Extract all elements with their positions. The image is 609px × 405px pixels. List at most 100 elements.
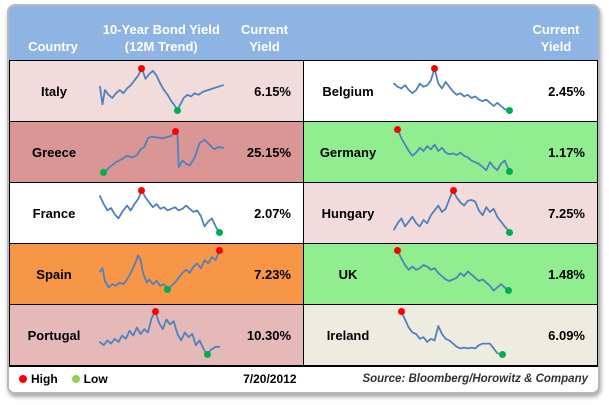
footer-left: High Low 7/20/2012 xyxy=(19,372,311,386)
low-point-marker xyxy=(498,351,506,359)
low-point-marker xyxy=(164,285,172,293)
low-point-marker xyxy=(506,107,514,115)
current-yield-value: 2.07% xyxy=(254,205,291,221)
high-point-marker xyxy=(151,308,159,316)
current-yield-value: 1.48% xyxy=(548,266,585,282)
high-point-marker xyxy=(171,128,179,136)
current-yield-value: 2.45% xyxy=(548,83,585,99)
sparkline-svg xyxy=(394,310,517,358)
sparkline-path xyxy=(100,312,219,355)
current-yield-value: 7.23% xyxy=(254,266,291,282)
source-note: Source: Bloomberg/Horowitz & Company xyxy=(362,373,588,385)
sparkline-path xyxy=(100,251,219,289)
header-trend: 10-Year Bond Yield (12M Trend) xyxy=(102,22,220,55)
trend-sparkline xyxy=(100,186,223,237)
current-yield-value: 6.15% xyxy=(254,83,291,99)
country-name: Germany xyxy=(319,144,377,160)
header-current-yield-right: Current Yield xyxy=(532,22,580,55)
trend-sparkline xyxy=(394,308,517,359)
country-name: Portugal xyxy=(27,327,81,343)
legend-low: Low xyxy=(71,372,108,386)
sparkline-svg xyxy=(100,188,223,236)
legend-high: High xyxy=(19,372,58,386)
sparkline-svg xyxy=(394,127,517,175)
trend-sparkline xyxy=(100,64,223,114)
trend-sparkline xyxy=(100,308,223,359)
high-point-marker xyxy=(397,308,405,316)
country-name: Spain xyxy=(36,266,72,282)
sparkline-path xyxy=(394,190,510,232)
country-row: Greece 25.15% xyxy=(10,121,303,182)
country-name: Belgium xyxy=(322,83,374,99)
low-point-marker xyxy=(100,169,108,177)
country-row: Spain 7.23% xyxy=(10,243,303,304)
high-point-marker xyxy=(138,186,146,194)
high-dot-icon xyxy=(19,375,27,383)
sparkline-path xyxy=(398,251,509,291)
high-point-marker xyxy=(449,186,457,194)
country-row: Portugal 10.30% xyxy=(10,304,303,365)
current-yield-value: 1.17% xyxy=(548,144,585,160)
sparkline-svg xyxy=(394,249,517,297)
country-name: Ireland xyxy=(326,327,370,343)
trend-sparkline xyxy=(394,247,517,297)
low-dot-icon xyxy=(71,375,80,383)
country-row: Germany 1.17% xyxy=(304,121,597,182)
table-body: Italy 6.15% Greece 25.15% France xyxy=(9,60,598,367)
current-yield-value: 7.25% xyxy=(548,205,585,221)
sparkline-svg xyxy=(100,127,223,175)
low-point-marker xyxy=(215,229,223,237)
country-row: Italy 6.15% xyxy=(10,61,303,121)
sparkline-svg xyxy=(100,249,223,297)
sparkline-path xyxy=(394,68,510,110)
sparkline-path xyxy=(401,312,502,355)
sparkline-path xyxy=(100,68,223,110)
sparkline-path xyxy=(398,129,510,171)
header-left-panel: Country 10-Year Bond Yield (12M Trend) C… xyxy=(9,6,304,60)
sparkline-path xyxy=(104,132,223,173)
country-name: Hungary xyxy=(321,205,375,221)
country-row: France 2.07% xyxy=(10,182,303,243)
country-row: Ireland 6.09% xyxy=(304,304,597,365)
country-name: Italy xyxy=(40,83,67,99)
as-of-date: 7/20/2012 xyxy=(243,372,297,386)
high-point-marker xyxy=(394,247,402,255)
current-yield-value: 10.30% xyxy=(246,327,291,343)
high-point-marker xyxy=(394,125,402,133)
sparkline-svg xyxy=(100,310,223,358)
legend-low-label: Low xyxy=(83,372,108,386)
header-current-yield-left: Current Yield xyxy=(241,22,288,55)
sparkline-svg xyxy=(394,188,517,236)
sparkline-svg xyxy=(394,66,517,114)
country-row: Belgium 2.45% xyxy=(304,61,597,121)
low-point-marker xyxy=(506,228,514,236)
high-point-marker xyxy=(431,64,439,72)
sparkline-svg xyxy=(100,66,223,114)
bond-yield-dashboard: Country 10-Year Bond Yield (12M Trend) C… xyxy=(7,4,600,394)
trend-sparkline xyxy=(394,64,517,115)
legend-high-label: High xyxy=(31,372,58,386)
header-right-panel: Current Yield xyxy=(304,6,599,60)
trend-sparkline xyxy=(100,127,223,177)
high-point-marker xyxy=(215,247,223,255)
trend-sparkline xyxy=(394,125,517,176)
country-name: UK xyxy=(338,266,358,282)
trend-sparkline xyxy=(100,247,223,297)
low-point-marker xyxy=(173,106,181,114)
sparkline-path xyxy=(100,190,219,232)
country-name: Greece xyxy=(31,144,77,160)
left-country-panel: Italy 6.15% Greece 25.15% France xyxy=(9,61,304,365)
high-point-marker xyxy=(138,64,146,72)
low-point-marker xyxy=(203,351,211,359)
low-point-marker xyxy=(504,287,512,295)
country-row: UK 1.48% xyxy=(304,243,597,304)
footer: High Low 7/20/2012 Source: Bloomberg/Hor… xyxy=(9,367,598,392)
current-yield-value: 25.15% xyxy=(246,144,291,160)
trend-sparkline xyxy=(394,186,517,236)
right-country-panel: Belgium 2.45% Germany 1.17% Hungary xyxy=(304,61,598,365)
country-row: Hungary 7.25% xyxy=(304,182,597,243)
header-country: Country xyxy=(28,39,78,55)
table-header: Country 10-Year Bond Yield (12M Trend) C… xyxy=(9,6,598,60)
low-point-marker xyxy=(506,168,514,176)
legend: High Low xyxy=(19,372,108,386)
